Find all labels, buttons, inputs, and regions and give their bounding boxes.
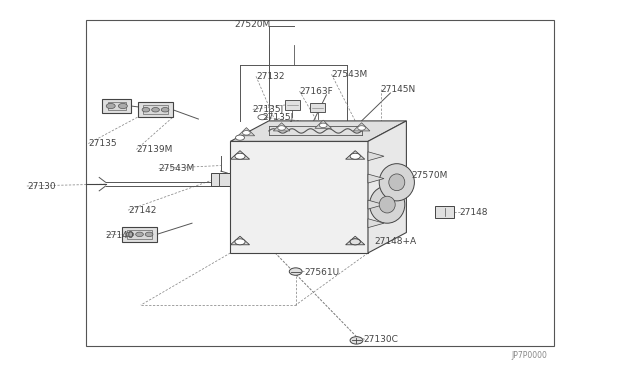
Polygon shape <box>346 236 365 245</box>
Polygon shape <box>102 99 131 113</box>
Polygon shape <box>122 227 157 242</box>
Text: 27145N: 27145N <box>381 85 416 94</box>
Polygon shape <box>315 120 332 128</box>
Circle shape <box>236 135 244 140</box>
Polygon shape <box>346 151 365 159</box>
Text: 27520M: 27520M <box>235 20 271 29</box>
Polygon shape <box>368 152 384 161</box>
Circle shape <box>289 268 302 275</box>
Text: 27130C: 27130C <box>364 335 398 344</box>
Circle shape <box>136 232 143 237</box>
Text: 27130: 27130 <box>27 182 56 190</box>
Text: 27135J: 27135J <box>262 113 294 122</box>
Circle shape <box>358 126 365 130</box>
Circle shape <box>152 108 159 112</box>
Polygon shape <box>230 236 250 245</box>
Circle shape <box>126 232 134 237</box>
Circle shape <box>145 232 153 237</box>
Circle shape <box>258 115 267 120</box>
Polygon shape <box>238 128 255 136</box>
Circle shape <box>319 123 327 128</box>
Polygon shape <box>368 219 384 228</box>
Bar <box>143 105 168 114</box>
Text: 27135J: 27135J <box>253 105 284 114</box>
Polygon shape <box>230 121 406 141</box>
Ellipse shape <box>379 196 396 213</box>
Circle shape <box>118 103 127 109</box>
Text: 27561U: 27561U <box>304 268 339 277</box>
Text: 27570M: 27570M <box>412 171 448 180</box>
Polygon shape <box>138 102 173 117</box>
Polygon shape <box>435 206 454 218</box>
Circle shape <box>161 108 169 112</box>
Circle shape <box>350 239 360 245</box>
Text: 27135: 27135 <box>88 139 117 148</box>
Polygon shape <box>353 123 370 131</box>
Bar <box>108 102 126 110</box>
Ellipse shape <box>370 186 405 223</box>
Polygon shape <box>211 173 230 186</box>
Text: 27142: 27142 <box>128 206 156 215</box>
Ellipse shape <box>379 164 415 201</box>
Text: 27132: 27132 <box>256 72 285 81</box>
Text: 27543M: 27543M <box>332 70 368 79</box>
Polygon shape <box>285 100 300 110</box>
Circle shape <box>142 108 150 112</box>
Text: 27543M: 27543M <box>159 164 195 173</box>
Text: 27140: 27140 <box>106 231 134 240</box>
Polygon shape <box>310 103 325 112</box>
Text: 27139M: 27139M <box>136 145 173 154</box>
Circle shape <box>235 239 245 245</box>
Circle shape <box>106 103 115 109</box>
Polygon shape <box>368 121 406 253</box>
Text: 27163F: 27163F <box>300 87 333 96</box>
Circle shape <box>243 131 250 135</box>
Bar <box>127 230 152 239</box>
Polygon shape <box>230 151 250 159</box>
Circle shape <box>278 126 285 130</box>
Text: JP7P0000: JP7P0000 <box>511 351 547 360</box>
Circle shape <box>350 153 360 159</box>
Polygon shape <box>230 141 368 253</box>
Circle shape <box>350 337 363 344</box>
Polygon shape <box>368 174 384 183</box>
Bar <box>86 20 554 346</box>
Text: 27148+A: 27148+A <box>374 237 417 246</box>
Circle shape <box>350 239 360 245</box>
Polygon shape <box>368 200 384 209</box>
Text: 27148: 27148 <box>460 208 488 217</box>
Ellipse shape <box>389 174 405 191</box>
Circle shape <box>235 153 245 159</box>
Polygon shape <box>273 123 290 131</box>
